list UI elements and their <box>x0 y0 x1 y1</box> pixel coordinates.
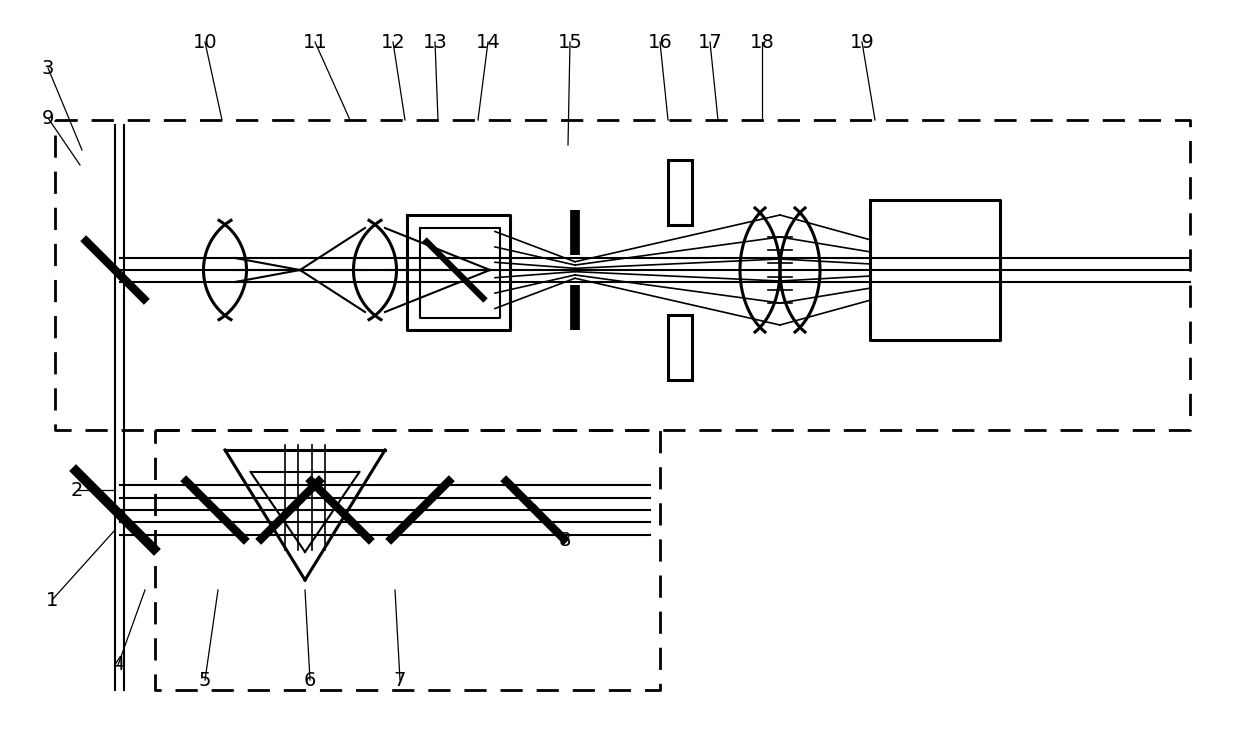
Text: 11: 11 <box>303 32 327 51</box>
Bar <box>668 160 692 225</box>
Text: 13: 13 <box>423 32 448 51</box>
Text: 16: 16 <box>647 32 672 51</box>
Text: 4: 4 <box>112 655 124 675</box>
Text: 19: 19 <box>849 32 874 51</box>
Text: 17: 17 <box>698 32 723 51</box>
Text: 5: 5 <box>198 670 211 689</box>
Text: 2: 2 <box>71 481 83 500</box>
Text: 14: 14 <box>476 32 501 51</box>
Text: 8: 8 <box>559 531 572 550</box>
Text: 9: 9 <box>42 109 55 128</box>
Text: 6: 6 <box>304 670 316 689</box>
Text: 3: 3 <box>42 59 55 78</box>
Bar <box>668 315 692 380</box>
Text: 18: 18 <box>750 32 774 51</box>
Text: 10: 10 <box>192 32 217 51</box>
Text: 12: 12 <box>381 32 405 51</box>
Text: 1: 1 <box>46 590 58 609</box>
Text: 15: 15 <box>558 32 583 51</box>
Text: 7: 7 <box>394 670 407 689</box>
